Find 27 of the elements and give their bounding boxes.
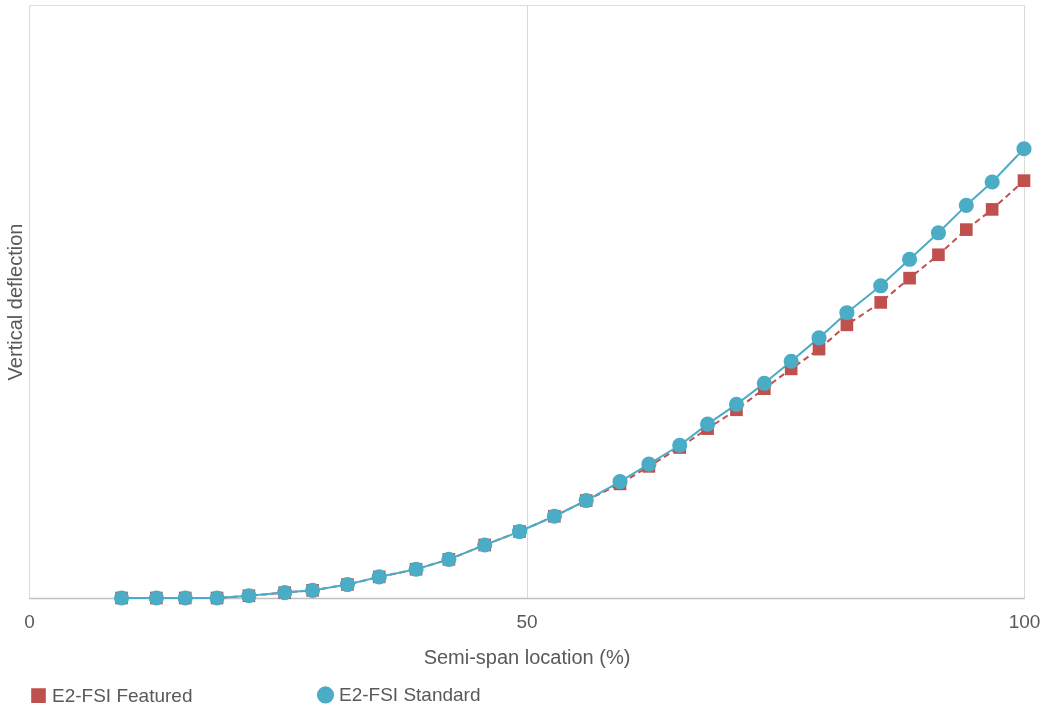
point (901, 251, 918, 267)
x-tick-label: 0 (24, 610, 35, 632)
x-axis-title: Semi-span location (%) (423, 645, 631, 668)
point (811, 330, 827, 346)
point (783, 353, 799, 369)
point (903, 271, 916, 285)
point (958, 197, 974, 213)
point (1017, 174, 1031, 187)
point (756, 375, 772, 391)
point (1016, 141, 1032, 157)
point (984, 174, 1000, 190)
point (873, 278, 889, 294)
point (839, 305, 855, 321)
point (700, 416, 716, 432)
point (959, 223, 973, 236)
point (874, 296, 888, 309)
x-tick-label: 50 (516, 610, 538, 632)
legend-label: E2-FSI Standard (339, 683, 481, 705)
point (641, 456, 657, 472)
point (985, 203, 999, 216)
point (932, 248, 945, 262)
legend-label: E2-FSI Featured (52, 684, 193, 706)
point (728, 396, 745, 412)
x-tick-label: 100 (1008, 610, 1041, 632)
y-axis-title: Vertical deflection (3, 223, 26, 381)
point (930, 225, 947, 241)
point (672, 437, 688, 453)
